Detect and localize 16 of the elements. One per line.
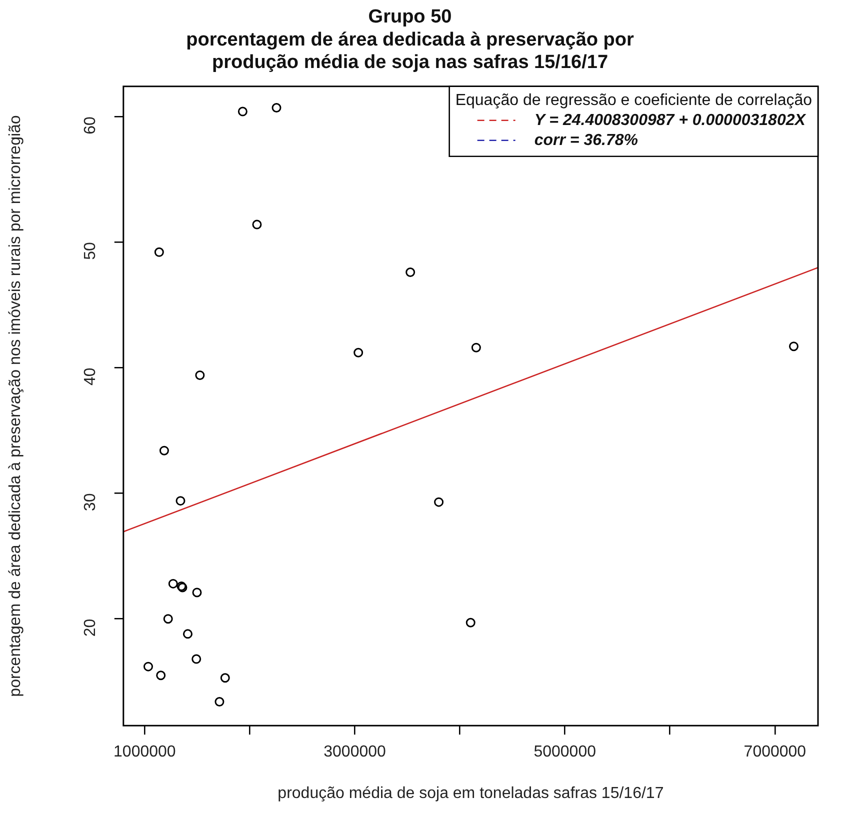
y-tick-label: 40 — [82, 368, 99, 386]
legend-label: Y = 24.4008300987 + 0.0000031802X — [534, 112, 807, 129]
y-tick-label: 30 — [82, 493, 99, 512]
x-tick-label: 1000000 — [114, 744, 176, 761]
legend-title: Equação de regressão e coeficiente de correlação — [455, 92, 812, 109]
y-tick-label: 20 — [82, 618, 99, 637]
chart-title: Grupo 50 — [368, 6, 452, 28]
y-tick-label: 50 — [82, 242, 99, 260]
legend-label: corr = 36.78% — [534, 132, 638, 149]
x-tick-label: 5000000 — [534, 744, 596, 761]
y-axis-title: porcentagem de área dedicada à preservação nos imóveis rurais por microrregião — [7, 115, 24, 697]
y-tick-label: 60 — [82, 116, 99, 134]
x-axis-title: produção média de soja em toneladas safras 15/16/17 — [278, 784, 664, 802]
chart-subtitle: porcentagem de área dedicada à preservação por produção média de soja nas safras 15/16/17 — [186, 29, 634, 74]
x-tick-label: 3000000 — [324, 744, 386, 761]
x-tick-label: 7000000 — [744, 744, 806, 761]
